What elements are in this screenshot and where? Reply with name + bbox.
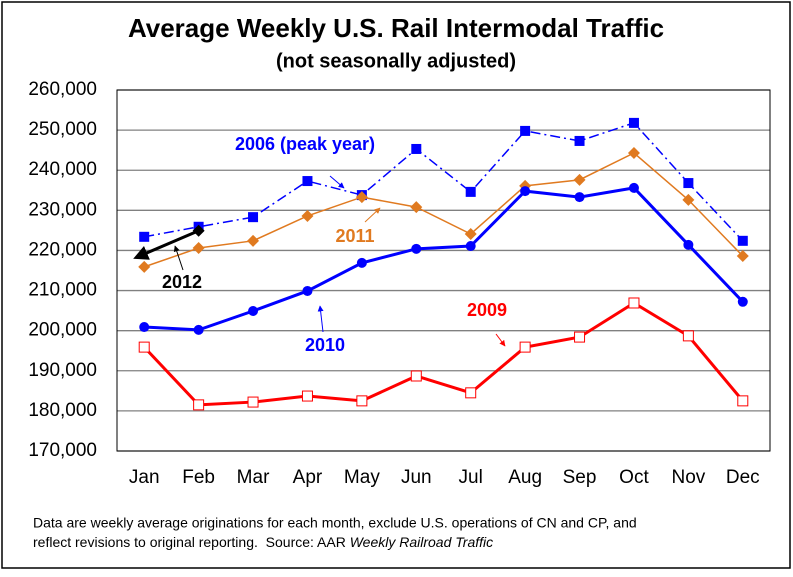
arrow [173,245,184,271]
series-label: 2011 [335,226,374,246]
marker [192,224,205,237]
series-line [144,186,744,332]
arrow [364,207,381,223]
y-tick-label: 260,000 [28,79,97,100]
chart-subtitle: (not seasonally adjusted) [276,50,516,72]
marker [355,191,368,204]
marker [682,193,695,206]
marker [737,296,748,307]
x-tick-label: Aug [508,467,542,488]
y-tick-label: 200,000 [28,320,97,341]
marker [628,117,639,128]
marker [737,235,748,246]
x-tick-label: Jun [401,467,432,488]
marker [682,330,694,342]
marker [356,257,367,268]
marker [139,322,150,333]
y-tick-label: 170,000 [28,440,97,461]
y-tick-label: 190,000 [28,360,97,381]
marker [465,387,477,399]
marker [301,209,314,222]
x-tick-label: Dec [726,467,760,488]
x-tick-label: Nov [671,467,705,488]
arrow [329,175,345,189]
x-tick-label: Oct [619,467,649,488]
marker [247,234,260,247]
marker [301,390,313,402]
series-line [143,152,744,268]
x-tick-label: Jan [129,467,160,488]
marker [574,331,586,343]
marker [573,173,586,186]
x-tick-label: Jul [459,467,483,488]
y-tick-label: 220,000 [28,239,97,260]
marker [138,260,151,273]
x-tick-label: May [344,467,380,488]
marker [356,395,368,407]
marker [193,399,205,411]
marker [683,239,694,250]
series-label: 2012 [162,272,202,292]
note-part: Weekly Railroad Traffic [350,534,493,550]
chart-title: Average Weekly U.S. Rail Intermodal Traf… [128,13,664,43]
note: reflect revisions to original reporting.… [33,534,493,550]
marker [411,243,422,254]
marker [248,306,259,317]
y-tick-label: 180,000 [28,400,97,421]
marker [302,285,313,296]
marker [465,241,476,252]
series-label: 2010 [305,335,345,355]
marker [138,341,150,353]
marker [410,370,422,382]
marker [464,227,477,240]
marker [737,395,749,407]
marker [192,242,205,255]
y-tick-label: 210,000 [28,280,97,301]
marker [302,176,313,187]
series-label: 2009 [467,300,507,320]
y-tick-label: 250,000 [28,119,97,140]
series-line [143,301,744,407]
marker [628,182,639,193]
series-line [133,229,200,260]
series-line [144,122,744,242]
marker [193,324,204,335]
marker [410,201,423,214]
marker [519,341,531,353]
note: Data are weekly average originations for… [33,515,637,531]
marker [574,135,585,146]
arrow [317,305,324,333]
marker [139,231,150,242]
y-tick-label: 230,000 [28,199,97,220]
plot-area [116,89,771,452]
marker [247,396,259,408]
marker [628,297,640,309]
marker [248,212,259,223]
marker [520,186,531,197]
marker [465,186,476,197]
x-tick-label: Feb [182,467,215,488]
marker [683,178,694,189]
x-tick-label: Mar [237,467,270,488]
marker [574,192,585,203]
marker [736,250,749,263]
arrow [495,333,506,347]
x-tick-label: Sep [563,467,597,488]
note-part: reflect revisions to original reporting.… [33,534,350,550]
x-tick-label: Apr [293,467,323,488]
y-tick-label: 240,000 [28,159,97,180]
marker [411,143,422,154]
series-label: 2006 (peak year) [235,134,375,154]
marker [520,125,531,136]
marker [627,146,640,159]
